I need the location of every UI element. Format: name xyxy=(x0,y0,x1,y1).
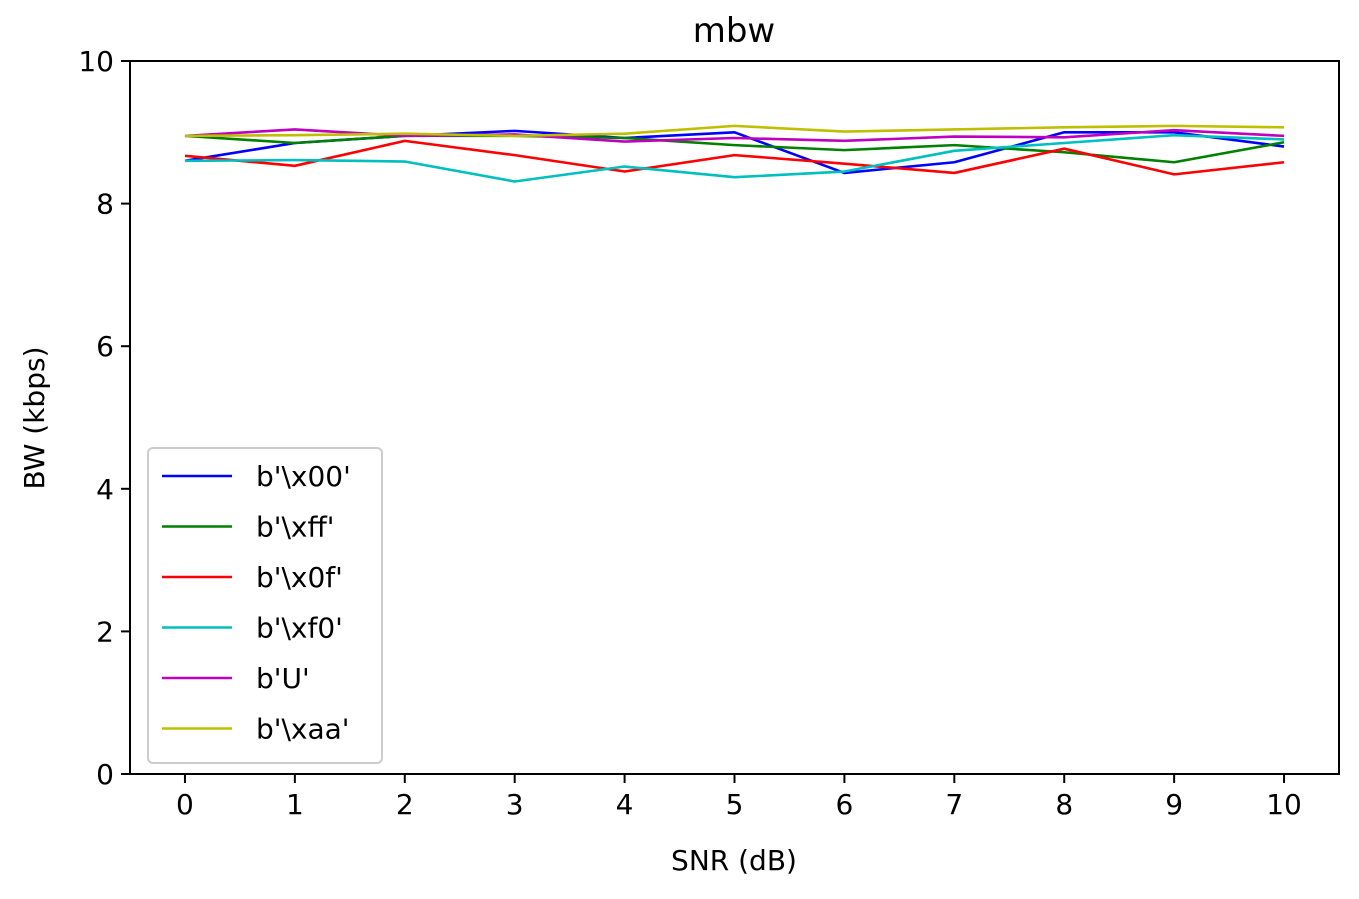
x-tick-label: 7 xyxy=(945,788,963,821)
series-layer xyxy=(184,124,1285,183)
x-tick-label: 5 xyxy=(726,788,744,821)
y-tick-label: 4 xyxy=(96,473,114,506)
y-tick-label: 2 xyxy=(96,615,114,648)
chart-title: mbw xyxy=(693,11,776,51)
series-line-5 xyxy=(184,124,1285,138)
x-tick-label: 0 xyxy=(176,788,194,821)
legend-label: b'U' xyxy=(256,662,310,695)
legend-label: b'\x0f' xyxy=(256,561,343,594)
x-tick-label: 4 xyxy=(616,788,634,821)
y-tick-label: 6 xyxy=(96,330,114,363)
axes-layer: 0 1 2 3 4 5 6 7 8 9 10 0 2 4 6 8 10 xyxy=(78,45,1302,821)
legend-label: b'\xff' xyxy=(256,511,334,544)
x-tick-label: 9 xyxy=(1165,788,1183,821)
y-tick-label: 0 xyxy=(96,758,114,791)
series-line-1 xyxy=(184,134,1285,164)
series-line-2 xyxy=(184,139,1285,176)
legend: b'\x00' b'\xff' b'\x0f' b'\xf0' b'U' b'\xaa' xyxy=(147,447,383,764)
y-tick-label: 10 xyxy=(78,45,114,78)
x-tick-label: 8 xyxy=(1055,788,1073,821)
x-tick-label: 6 xyxy=(835,788,853,821)
x-axis-label: SNR (dB) xyxy=(671,844,797,877)
legend-label: b'\x00' xyxy=(256,460,351,493)
y-tick-label: 8 xyxy=(96,188,114,221)
x-tick-label: 1 xyxy=(286,788,304,821)
legend-label: b'\xaa' xyxy=(256,713,350,746)
series-line-3 xyxy=(184,133,1285,183)
x-tick-label: 2 xyxy=(396,788,414,821)
legend-label: b'\xf0' xyxy=(256,612,343,645)
x-tick-label: 10 xyxy=(1266,788,1302,821)
x-tick-label: 3 xyxy=(506,788,524,821)
y-axis-label: BW (kbps) xyxy=(18,347,51,490)
